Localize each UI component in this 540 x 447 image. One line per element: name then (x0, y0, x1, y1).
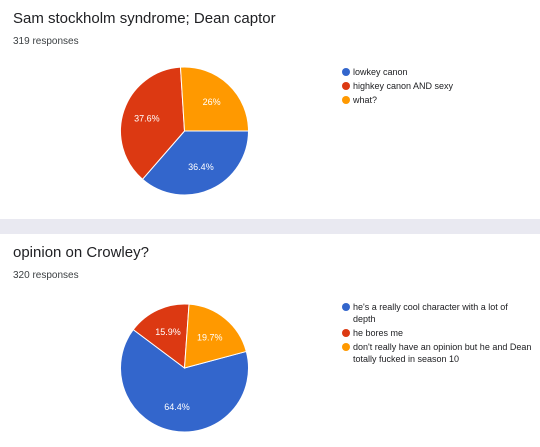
legend-item: what? (342, 94, 532, 106)
legend-label: lowkey canon (353, 67, 408, 77)
pie-slice (132, 303, 190, 369)
legend-label: he bores me (353, 328, 404, 338)
legend-label: highkey canon AND sexy (353, 81, 454, 91)
legend-item: he bores me (342, 327, 532, 339)
legend-label: don't really have an opinion but he and … (353, 342, 532, 364)
legend-label: he's a really cool character with a lot … (353, 302, 508, 324)
pie-slice (183, 303, 247, 369)
slice-label: 19.7% (197, 332, 223, 342)
question-card: opinion on Crowley? 320 responses 64.4% 1… (0, 234, 540, 447)
slice-label: 26% (203, 97, 221, 107)
slice-label: 64.4% (164, 402, 190, 412)
pie-slice (120, 328, 249, 433)
pie-slice (120, 66, 186, 180)
legend-swatch (342, 343, 350, 351)
legend-item: don't really have an opinion but he and … (342, 341, 532, 365)
pie-slice (179, 66, 250, 132)
response-count: 320 responses (13, 270, 79, 281)
legend-item: lowkey canon (342, 66, 532, 78)
legend-item: highkey canon AND sexy (342, 80, 532, 92)
response-count: 319 responses (13, 36, 79, 47)
legend-swatch (342, 96, 350, 104)
question-title: Sam stockholm syndrome; Dean captor (13, 10, 276, 27)
pie-chart: 36.4% 37.6% 26% (120, 66, 250, 196)
question-card: Sam stockholm syndrome; Dean captor 319 … (0, 0, 540, 219)
slice-label: 36.4% (188, 162, 214, 172)
chart-legend: he's a really cool character with a lot … (342, 301, 532, 367)
legend-swatch (342, 68, 350, 76)
legend-swatch (342, 82, 350, 90)
question-title: opinion on Crowley? (13, 244, 149, 261)
legend-swatch (342, 329, 350, 337)
chart-legend: lowkey canon highkey canon AND sexy what… (342, 66, 532, 108)
legend-item: he's a really cool character with a lot … (342, 301, 532, 325)
pie-slice (141, 130, 250, 196)
slice-label: 15.9% (155, 327, 181, 337)
slice-label: 37.6% (134, 113, 160, 123)
pie-chart: 64.4% 15.9% 19.7% (120, 303, 249, 433)
legend-swatch (342, 303, 350, 311)
legend-label: what? (353, 95, 378, 105)
